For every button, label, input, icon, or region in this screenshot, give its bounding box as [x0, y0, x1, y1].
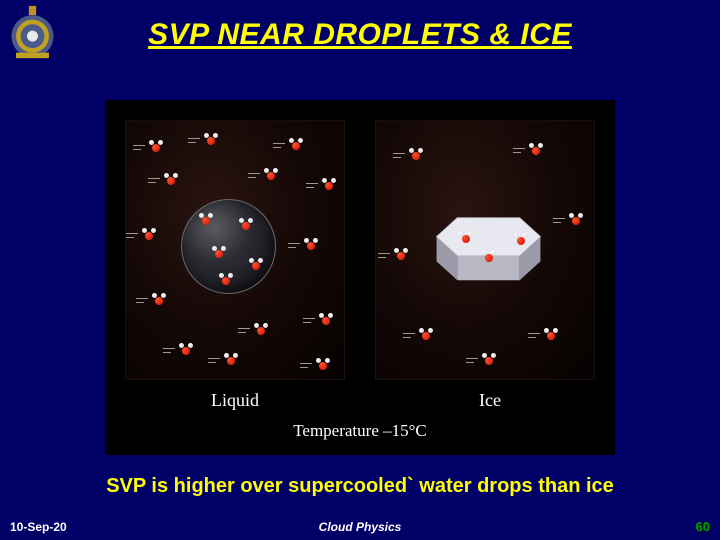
water-molecule [546, 331, 556, 341]
slide-caption: SVP is higher over supercooled` water dr… [0, 475, 720, 498]
water-molecule [484, 253, 494, 263]
water-molecule [154, 296, 164, 306]
water-molecule [531, 146, 541, 156]
water-molecule [144, 231, 154, 241]
footer-page-number: 60 [696, 519, 710, 534]
panels-row [125, 120, 595, 380]
water-molecule [516, 236, 526, 246]
water-molecule [411, 151, 421, 161]
water-molecule [324, 181, 334, 191]
water-molecule [241, 221, 251, 231]
water-molecule [181, 346, 191, 356]
water-molecule [318, 361, 328, 371]
water-molecule [306, 241, 316, 251]
water-molecule [291, 141, 301, 151]
water-molecule [484, 356, 494, 366]
water-molecule [226, 356, 236, 366]
water-molecule [251, 261, 261, 271]
water-molecule [151, 143, 161, 153]
ice-panel [375, 120, 595, 380]
slide-title: SVP NEAR DROPLETS & ICE [0, 18, 720, 52]
figure-container: Liquid Ice Temperature –15°C [105, 100, 615, 455]
water-molecule [256, 326, 266, 336]
water-molecule [166, 176, 176, 186]
water-molecule [461, 234, 471, 244]
ice-label: Ice [385, 390, 595, 411]
water-molecule [214, 249, 224, 259]
water-molecule [221, 276, 231, 286]
water-molecule [571, 216, 581, 226]
water-molecule [206, 136, 216, 146]
water-molecule [321, 316, 331, 326]
water-molecule [201, 216, 211, 226]
liquid-panel [125, 120, 345, 380]
temperature-text: Temperature –15°C [105, 421, 615, 441]
footer-topic: Cloud Physics [0, 520, 720, 534]
liquid-label: Liquid [125, 390, 345, 411]
water-molecule [266, 171, 276, 181]
water-molecule [421, 331, 431, 341]
water-molecule [396, 251, 406, 261]
ice-crystal [431, 216, 546, 284]
